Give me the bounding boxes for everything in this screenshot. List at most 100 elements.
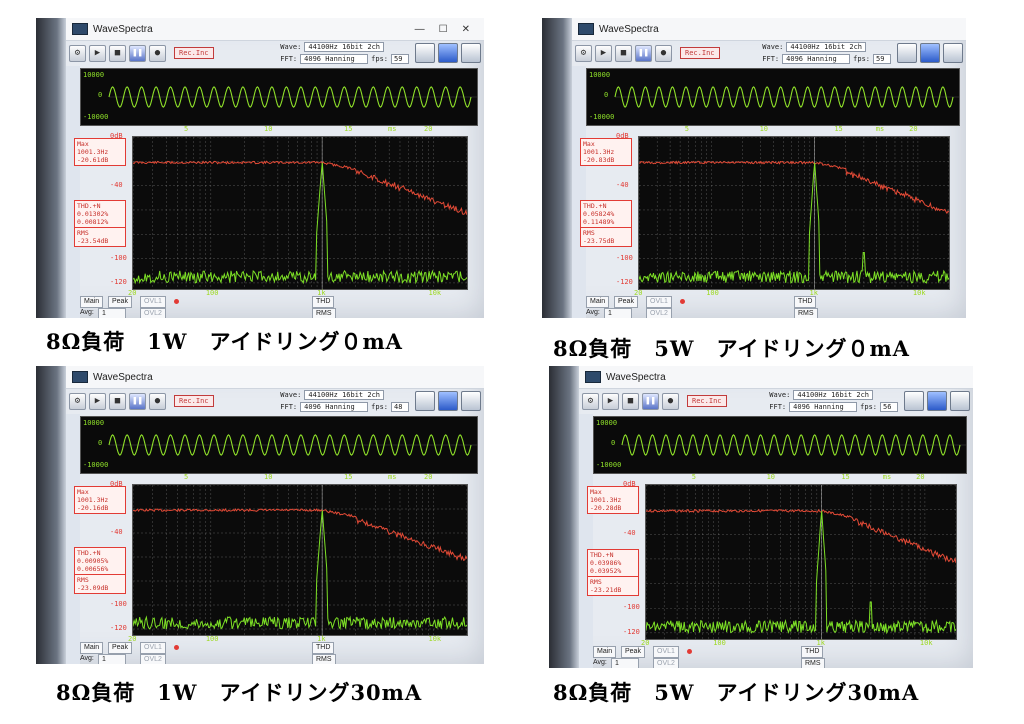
record-icon[interactable]: ● <box>662 392 679 410</box>
edit-icon[interactable] <box>438 43 458 63</box>
settings-icon[interactable]: ⚙ <box>69 44 86 62</box>
thd-info-box: THD.+N 0.00905% 0.00656% <box>74 547 126 575</box>
ovl2-button[interactable]: OVL2 <box>646 308 672 318</box>
fft-setting-field[interactable]: 4096 Hanning <box>300 402 369 412</box>
wave-x-tick: 5 <box>184 125 189 133</box>
maximize-icon[interactable]: ☐ <box>438 23 448 35</box>
spectrum-trace-left <box>133 510 467 631</box>
ovl1-button[interactable]: OVL1 <box>140 642 166 654</box>
close-icon[interactable]: ✕ <box>461 23 470 35</box>
spectrum-view <box>645 484 957 640</box>
stop-icon[interactable]: ■ <box>109 44 126 62</box>
chart-icon[interactable] <box>415 43 435 63</box>
wavespectra-screen: WaveSpectra ⚙ ▶ ■ ❚❚ ● Rec.Inc Wave: 44100Hz 16b… <box>36 366 484 664</box>
pause-icon[interactable]: ❚❚ <box>129 44 146 62</box>
stop-icon[interactable]: ■ <box>622 392 639 410</box>
chart-icon[interactable] <box>897 43 917 63</box>
tool-icon[interactable] <box>461 43 481 63</box>
ovl-led <box>687 649 692 654</box>
minimize-icon[interactable]: — <box>414 23 425 35</box>
pause-icon[interactable]: ❚❚ <box>129 392 146 410</box>
ovl1-button[interactable]: OVL1 <box>646 296 672 308</box>
spectrum-x-tick: 10k <box>919 639 933 647</box>
thd-button[interactable]: THD <box>312 642 335 654</box>
wave-x-tick: 20 <box>424 473 433 481</box>
peak-button[interactable]: Peak <box>614 296 638 308</box>
chart-icon[interactable] <box>904 391 924 411</box>
waveform-view <box>80 416 478 474</box>
rms-button[interactable]: RMS <box>794 308 818 318</box>
rms-button[interactable]: RMS <box>312 654 336 664</box>
stop-icon[interactable]: ■ <box>109 392 126 410</box>
record-icon[interactable]: ● <box>149 44 166 62</box>
peak-button[interactable]: Peak <box>108 642 132 654</box>
spectrum-y-tick: 0dB <box>623 480 636 488</box>
record-icon[interactable]: ● <box>655 44 672 62</box>
rms-button[interactable]: RMS <box>801 658 825 668</box>
main-button[interactable]: Main <box>80 296 104 308</box>
main-button[interactable]: Main <box>593 646 617 658</box>
avg-select[interactable]: 1 <box>98 654 126 664</box>
play-icon[interactable]: ▶ <box>89 392 106 410</box>
waveform-view <box>586 68 960 126</box>
thd-button[interactable]: THD <box>794 296 817 308</box>
edit-icon[interactable] <box>920 43 940 63</box>
play-icon[interactable]: ▶ <box>595 44 612 62</box>
wave-y-mid: 0 <box>604 91 609 99</box>
edit-icon[interactable] <box>927 391 947 411</box>
wave-format-field[interactable]: 44100Hz 16bit 2ch <box>786 42 867 52</box>
peak-button[interactable]: Peak <box>108 296 132 308</box>
wavespectra-screen: WaveSpectra ⚙ ▶ ■ ❚❚ ● Rec.Inc Wave: 44100Hz 16b… <box>542 18 966 318</box>
tool-icon[interactable] <box>943 43 963 63</box>
fft-setting-field[interactable]: 4096 Hanning <box>782 54 851 64</box>
tool-icon[interactable] <box>461 391 481 411</box>
rms-info-box: RMS -23.09dB <box>74 574 126 594</box>
avg-select[interactable]: 1 <box>604 308 632 318</box>
sidebar-strip <box>66 66 80 318</box>
ovl2-button[interactable]: OVL2 <box>653 658 679 668</box>
main-button[interactable]: Main <box>586 296 610 308</box>
rec-indicator: Rec.Inc <box>680 47 720 59</box>
tool-icon[interactable] <box>950 391 970 411</box>
title-bar: WaveSpectra — ☐ ✕ <box>66 18 484 41</box>
settings-icon[interactable]: ⚙ <box>582 392 599 410</box>
settings-icon[interactable]: ⚙ <box>69 392 86 410</box>
fft-setting-field[interactable]: 4096 Hanning <box>300 54 369 64</box>
play-icon[interactable]: ▶ <box>602 392 619 410</box>
play-icon[interactable]: ▶ <box>89 44 106 62</box>
pause-icon[interactable]: ❚❚ <box>635 44 652 62</box>
rms-info-box: RMS -23.54dB <box>74 227 126 248</box>
rms-label: RMS <box>590 578 602 587</box>
rms-button[interactable]: RMS <box>312 308 336 318</box>
pause-icon[interactable]: ❚❚ <box>642 392 659 410</box>
avg-select[interactable]: 1 <box>98 308 126 318</box>
peak-button[interactable]: Peak <box>621 646 645 658</box>
rms-label: RMS <box>77 229 89 238</box>
spectrum-trace-left <box>639 162 949 284</box>
wave-format-field[interactable]: 44100Hz 16bit 2ch <box>304 390 385 400</box>
ovl1-button[interactable]: OVL1 <box>653 646 679 658</box>
spectrum-x-tick: 20 <box>634 289 643 297</box>
thd-button[interactable]: THD <box>801 646 824 658</box>
thd-button[interactable]: THD <box>312 296 335 308</box>
settings-icon[interactable]: ⚙ <box>575 44 592 62</box>
stop-icon[interactable]: ■ <box>615 44 632 62</box>
wave-format-field[interactable]: 44100Hz 16bit 2ch <box>304 42 385 52</box>
avg-select[interactable]: 1 <box>611 658 639 668</box>
fft-setting-field[interactable]: 4096 Hanning <box>789 402 858 412</box>
ovl2-button[interactable]: OVL2 <box>140 308 166 318</box>
fps-label: fps: <box>371 55 388 63</box>
ovl2-button[interactable]: OVL2 <box>140 654 166 664</box>
rms-info-box: RMS -23.21dB <box>587 576 639 597</box>
main-button[interactable]: Main <box>80 642 104 654</box>
wave-format-field[interactable]: 44100Hz 16bit 2ch <box>793 390 874 400</box>
wave-x-unit: ms <box>875 125 885 133</box>
record-icon[interactable]: ● <box>149 392 166 410</box>
max-frequency: 1001.3Hz <box>77 496 109 504</box>
wave-x-unit: ms <box>388 473 397 481</box>
spectrum-x-tick: 1k <box>317 289 326 297</box>
chart-icon[interactable] <box>415 391 435 411</box>
ovl1-button[interactable]: OVL1 <box>140 296 166 308</box>
edit-icon[interactable] <box>438 391 458 411</box>
wave-label: Wave: <box>769 391 791 399</box>
